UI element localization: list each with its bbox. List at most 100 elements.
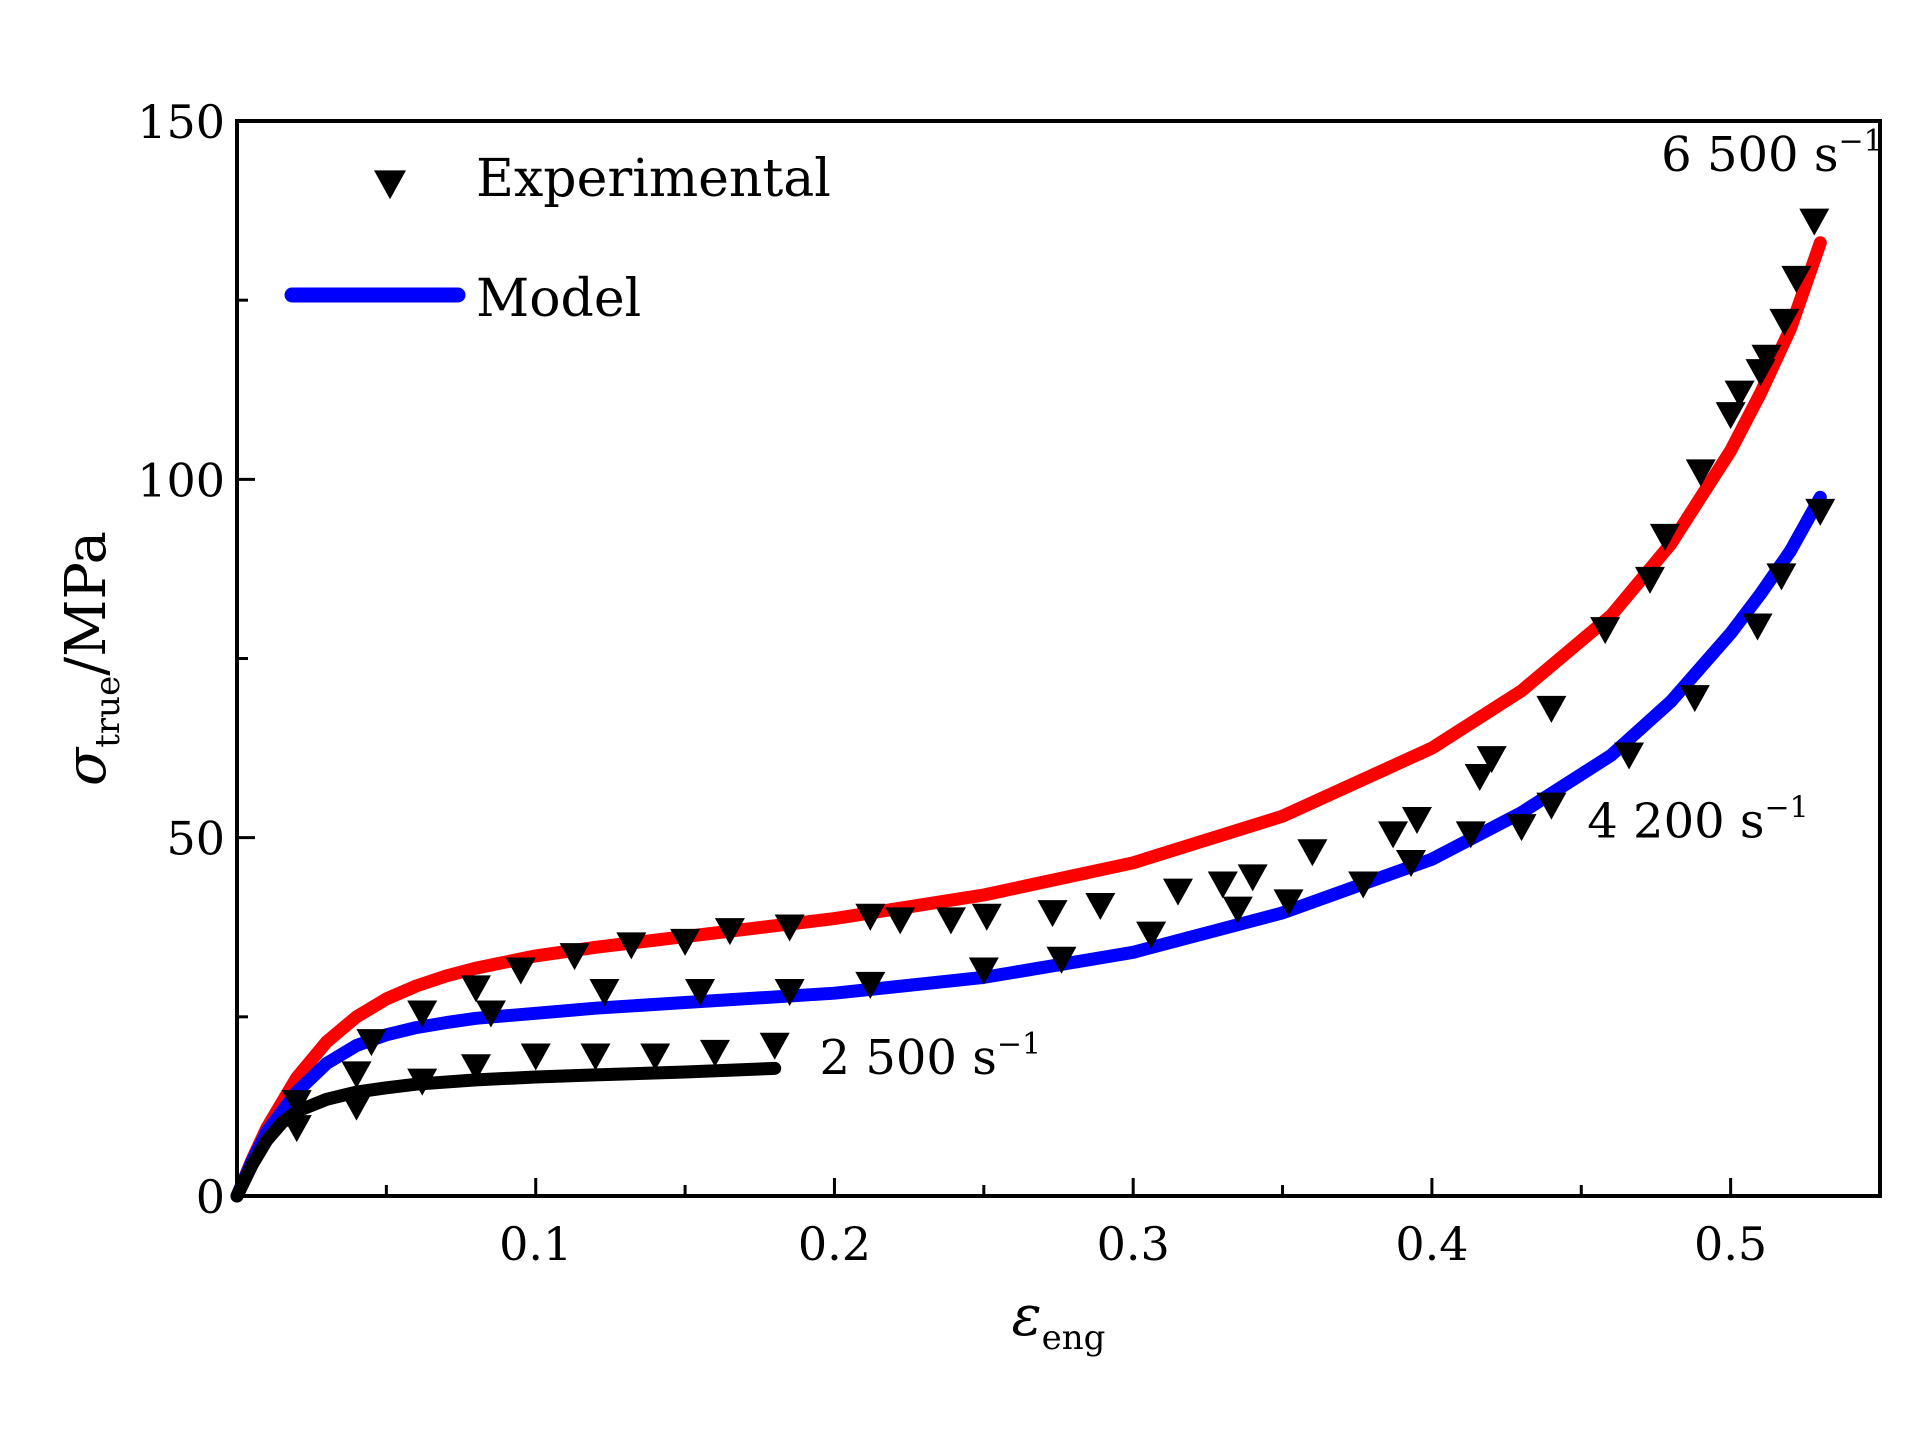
experimental-point bbox=[580, 1043, 611, 1071]
experimental-point bbox=[774, 979, 805, 1006]
y-tick-label: 150 bbox=[137, 95, 225, 149]
experimental-point bbox=[1724, 380, 1755, 408]
annotation-6500: 6 500 s−1 bbox=[1661, 124, 1883, 183]
annotation-2500-sup: −1 bbox=[997, 1027, 1041, 1062]
experimental-point bbox=[1207, 871, 1238, 899]
experimental-point bbox=[460, 975, 491, 1003]
experimental-point bbox=[699, 1039, 730, 1067]
x-axis-title: εeng bbox=[1012, 1284, 1106, 1358]
experimental-point bbox=[1046, 946, 1077, 974]
experimental-point bbox=[1805, 498, 1836, 526]
experimental-point bbox=[774, 914, 805, 942]
experimental-point bbox=[1395, 850, 1426, 877]
y-tick-label: 0 bbox=[196, 1170, 225, 1224]
experimental-point bbox=[1685, 459, 1716, 487]
experimental-point bbox=[1590, 617, 1621, 645]
experimental-point bbox=[1781, 265, 1812, 293]
annotation-6500-sup: −1 bbox=[1838, 124, 1882, 159]
experimental-point bbox=[616, 932, 647, 960]
experimental-point bbox=[1506, 814, 1537, 842]
experimental-point bbox=[855, 903, 886, 931]
experimental-point bbox=[640, 1043, 671, 1071]
y-axis-title: σtrue/MPa bbox=[54, 531, 128, 786]
experimental-point bbox=[281, 1115, 312, 1143]
y-axis-unit: /MPa bbox=[54, 531, 119, 676]
legend-experimental-marker bbox=[374, 170, 406, 200]
legend-experimental-label: Experimental bbox=[476, 149, 831, 209]
experimental-point bbox=[1237, 864, 1268, 892]
experimental-point bbox=[589, 979, 620, 1006]
experimental-point bbox=[520, 1043, 551, 1071]
experimental-point bbox=[1297, 839, 1328, 867]
y-axis-symbol: σ bbox=[54, 746, 119, 786]
annotation-2500-text: 2 500 s bbox=[820, 1030, 997, 1086]
experimental-point bbox=[759, 1032, 790, 1060]
rate-annotations: 6 500 s−1 4 200 s−1 2 500 s−1 bbox=[820, 124, 1883, 1086]
experimental-point bbox=[1766, 563, 1797, 591]
experimental-point bbox=[407, 1068, 438, 1096]
x-tick-label: 0.5 bbox=[1694, 1217, 1767, 1271]
experimental-point bbox=[505, 957, 536, 985]
x-tick-label: 0.3 bbox=[1097, 1217, 1170, 1271]
experimental-point bbox=[1222, 896, 1253, 924]
experimental-point bbox=[356, 1029, 387, 1057]
experimental-point bbox=[1536, 792, 1567, 820]
experimental-point bbox=[475, 1000, 506, 1028]
experimental-point bbox=[1769, 308, 1800, 336]
y-tick-label: 50 bbox=[166, 812, 225, 866]
x-tick-label: 0.2 bbox=[798, 1217, 871, 1271]
experimental-point bbox=[1273, 889, 1304, 917]
experimental-point bbox=[971, 903, 1002, 931]
legend-model-label: Model bbox=[476, 269, 641, 329]
axis-ticks: 0.1 0.2 0.3 0.4 0.5 0 50 100 150 bbox=[137, 95, 1882, 1271]
experimental-point bbox=[685, 979, 716, 1006]
y-tick-label: 100 bbox=[137, 453, 225, 507]
experimental-point bbox=[855, 971, 886, 999]
annotation-2500: 2 500 s−1 bbox=[820, 1027, 1042, 1086]
experimental-point bbox=[1742, 613, 1773, 641]
experimental-point bbox=[1162, 878, 1193, 906]
y-axis-subscript: true bbox=[88, 676, 128, 748]
experimental-point bbox=[1679, 685, 1710, 713]
annotation-4200: 4 200 s−1 bbox=[1587, 791, 1809, 850]
annotation-6500-text: 6 500 s bbox=[1661, 127, 1838, 183]
experimental-point bbox=[1348, 871, 1379, 899]
experimental-point bbox=[714, 918, 745, 946]
experimental-point bbox=[1536, 695, 1567, 723]
experimental-point bbox=[1136, 921, 1167, 949]
experimental-markers bbox=[281, 208, 1836, 1143]
experimental-point bbox=[1751, 344, 1782, 372]
experimental-point bbox=[1455, 821, 1486, 849]
x-tick-label: 0.4 bbox=[1395, 1217, 1468, 1271]
experimental-point bbox=[885, 907, 916, 935]
x-axis-subscript: eng bbox=[1042, 1318, 1106, 1358]
experimental-point bbox=[460, 1054, 491, 1082]
experimental-point bbox=[1634, 566, 1665, 594]
annotation-4200-sup: −1 bbox=[1765, 791, 1809, 826]
experimental-point bbox=[1378, 821, 1409, 849]
experimental-point bbox=[1401, 807, 1432, 834]
experimental-point bbox=[341, 1061, 372, 1089]
experimental-point bbox=[968, 957, 999, 985]
experimental-point bbox=[559, 943, 590, 971]
model-curve bbox=[230, 1061, 782, 1203]
experimental-point bbox=[1614, 742, 1645, 770]
experimental-point bbox=[1085, 893, 1116, 920]
experimental-point bbox=[935, 907, 966, 935]
model-curve bbox=[230, 490, 1827, 1203]
experimental-point bbox=[1715, 402, 1746, 430]
x-tick-label: 0.1 bbox=[499, 1217, 572, 1271]
experimental-point bbox=[670, 928, 701, 956]
experimental-point bbox=[1476, 746, 1507, 774]
experimental-point bbox=[1464, 764, 1495, 791]
annotation-4200-text: 4 200 s bbox=[1587, 794, 1764, 850]
experimental-point bbox=[1649, 523, 1680, 551]
experimental-point bbox=[281, 1090, 312, 1118]
experimental-point bbox=[1037, 900, 1068, 928]
experimental-point bbox=[341, 1093, 372, 1121]
legend: Experimental Model bbox=[284, 149, 831, 329]
experimental-point bbox=[1799, 208, 1830, 236]
experimental-point bbox=[407, 1000, 438, 1028]
x-axis-symbol: ε bbox=[1012, 1284, 1042, 1349]
